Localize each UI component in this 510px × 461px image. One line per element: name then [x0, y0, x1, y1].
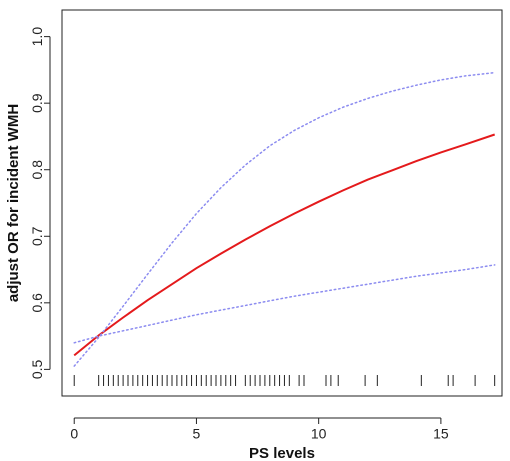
y-tick-label: 0.6: [29, 293, 45, 313]
x-axis: 0 5 10 15: [70, 417, 449, 441]
y-axis-title: adjust OR for incident WMH: [5, 104, 22, 302]
plot-frame: [61, 9, 503, 397]
lower_ci-line: [73, 264, 496, 344]
x-tick-label: 15: [433, 425, 449, 441]
upper_ci-line: [73, 71, 496, 367]
series-group: [73, 71, 496, 367]
x-tick-label: 5: [193, 425, 201, 441]
y-tick-label: 0.7: [29, 226, 45, 246]
y-tick-label: 0.9: [29, 93, 45, 113]
estimate-line: [73, 133, 496, 357]
y-tick-label: 0.5: [29, 359, 45, 379]
x-tick-label: 10: [311, 425, 327, 441]
y-axis: 0.5 0.6 0.7 0.8 0.9 1.0: [29, 27, 51, 379]
x-tick-label: 0: [70, 425, 78, 441]
rug-plot: [73, 375, 496, 386]
y-tick-label: 1.0: [29, 27, 45, 47]
y-tick-label: 0.8: [29, 160, 45, 180]
x-axis-title: PS levels: [249, 445, 315, 461]
